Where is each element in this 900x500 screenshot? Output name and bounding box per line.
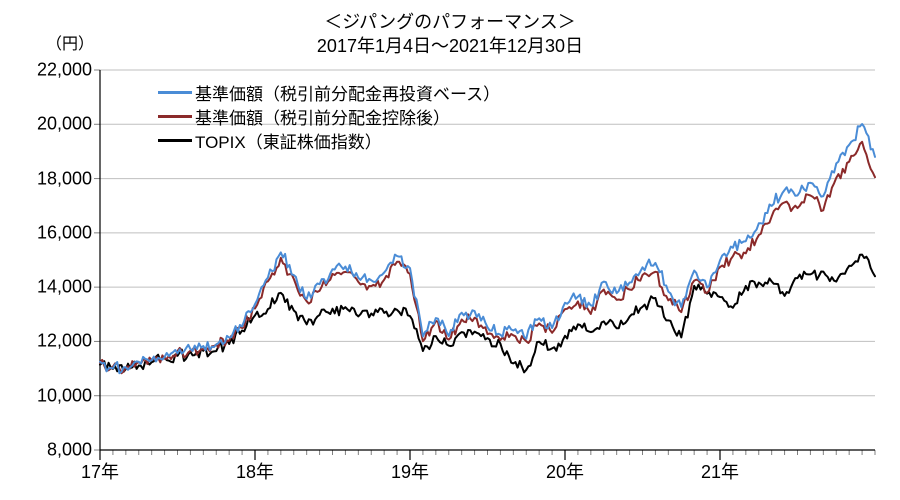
x-tick-label: 21年 [701,458,739,484]
y-axis-unit: （円） [46,30,94,54]
series-topix [100,255,875,373]
y-tick-label: 12,000 [12,331,92,352]
legend-swatch-2 [158,139,192,142]
legend-label-0: 基準価額（税引前分配金再投資ベース） [195,80,500,105]
y-tick-label: 14,000 [12,277,92,298]
series-nav_reinvest [100,124,875,373]
x-tick-label: 17年 [81,458,119,484]
x-tick-label: 18年 [236,458,274,484]
chart-title: ＜ジパングのパフォーマンス＞ 2017年1月4日～2021年12月30日 [0,10,900,59]
legend: 基準価額（税引前分配金再投資ベース） 基準価額（税引前分配金控除後） TOPIX… [158,80,500,152]
y-tick-label: 10,000 [12,385,92,406]
legend-label-2: TOPIX（東証株価指数） [195,128,382,153]
chart-title-line1: ＜ジパングのパフォーマンス＞ [0,10,900,34]
x-tick-label: 19年 [391,458,429,484]
y-tick-label: 22,000 [12,60,92,81]
legend-swatch-0 [158,91,192,94]
legend-item-2: TOPIX（東証株価指数） [158,128,500,152]
y-tick-label: 18,000 [12,168,92,189]
legend-item-0: 基準価額（税引前分配金再投資ベース） [158,80,500,104]
chart-title-line2: 2017年1月4日～2021年12月30日 [0,34,900,58]
legend-item-1: 基準価額（税引前分配金控除後） [158,104,500,128]
performance-chart: ＜ジパングのパフォーマンス＞ 2017年1月4日～2021年12月30日 （円）… [0,0,900,500]
legend-label-1: 基準価額（税引前分配金控除後） [195,104,450,129]
x-tick-label: 20年 [546,458,584,484]
y-tick-label: 16,000 [12,222,92,243]
legend-swatch-1 [158,115,192,118]
y-tick-label: 20,000 [12,114,92,135]
